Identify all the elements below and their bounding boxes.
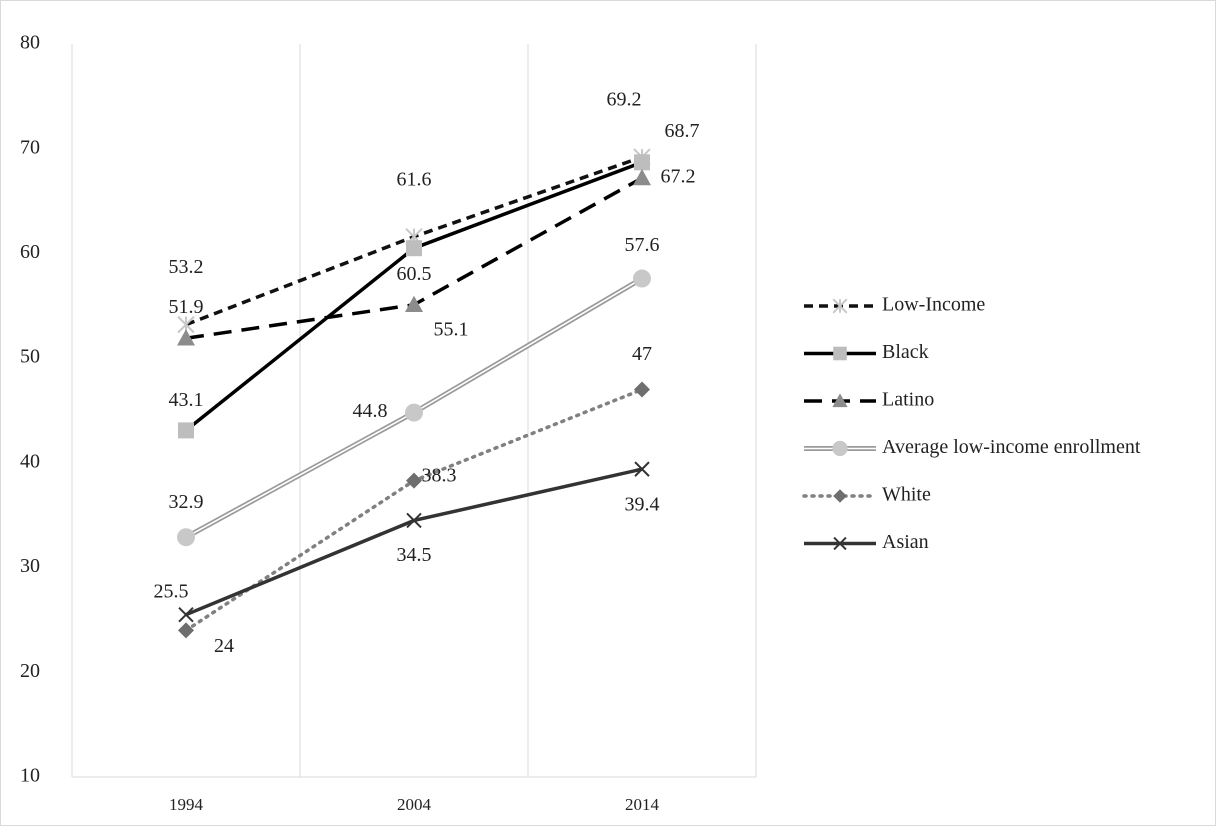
data-label: 34.5 [397,544,432,566]
legend-label: Average low-income enrollment [882,436,1141,458]
data-point [633,169,651,186]
data-label: 32.9 [169,491,204,513]
legend-label: White [882,484,931,506]
legend-item: Low-Income [804,294,985,316]
data-point [178,422,194,439]
data-label: 47 [632,343,652,365]
y-tick-label: 60 [20,241,40,263]
y-tick-label: 80 [20,32,40,54]
data-labels: 53.2 61.6 69.2 43.1 60.5 68.7 51.9 55.1 67.2 32.9… [154,89,700,657]
legend-item: Asian [804,531,929,553]
data-label: 68.7 [665,120,700,142]
series-average-low-income-enrollment [177,269,651,547]
series-asian [178,461,650,623]
series-black [178,154,650,439]
data-label: 61.6 [397,168,432,190]
legend-marker [832,298,848,314]
data-point [405,295,423,312]
legend-item: Average low-income enrollment [804,436,1141,458]
x-axis: 1994 2004 2014 [169,795,660,814]
data-label: 60.5 [397,263,432,285]
data-label: 24 [214,635,234,657]
y-tick-label: 10 [20,765,40,787]
legend-marker [832,440,848,457]
legend-item: Latino [804,389,934,411]
gridlines [299,44,529,777]
legend-marker [833,536,847,551]
legend-marker [833,346,847,361]
data-point [406,512,422,529]
data-point [634,461,650,477]
y-tick-label: 40 [20,450,40,472]
data-label: 51.9 [169,296,204,318]
data-label: 57.6 [625,234,660,256]
data-label: 67.2 [661,166,696,188]
series-line-line [185,467,643,617]
data-point [405,403,423,422]
x-tick-label: 1994 [169,795,204,814]
data-label: 43.1 [169,389,204,411]
data-label: 39.4 [625,494,660,516]
data-point [177,528,195,547]
legend-label: Low-Income [882,294,985,316]
legend-label: Asian [882,531,929,553]
data-point [634,381,650,398]
data-point [406,472,422,489]
legend: Low-Income Black Latino Average low-income … [802,294,1141,553]
series-white [178,381,650,639]
legend-item: White [802,484,931,506]
data-point [178,606,194,623]
legend-marker [832,393,848,408]
y-tick-label: 30 [20,555,40,577]
x-tick-label: 2004 [397,795,432,814]
series-line-line [185,176,643,340]
series-latino [177,169,651,346]
legend-label: Black [882,341,929,363]
legend-marker [833,489,847,503]
legend-label: Latino [882,389,934,411]
data-label: 44.8 [353,400,388,422]
data-label: 55.1 [434,318,469,340]
series-line-line [184,387,644,633]
data-point [633,269,651,288]
x-tick-label: 2014 [625,795,660,814]
y-tick-label: 50 [20,346,40,368]
y-tick-label: 70 [20,136,40,158]
data-point [177,329,195,346]
data-label: 69.2 [607,89,642,111]
data-point [406,240,422,257]
data-point [634,154,650,171]
y-tick-label: 20 [20,660,40,682]
data-label: 38.3 [422,464,457,486]
data-point [178,622,194,639]
y-axis: 10 20 30 40 50 60 70 80 [20,32,40,787]
data-label: 25.5 [154,580,189,602]
data-label: 53.2 [169,256,204,278]
legend-item: Black [804,341,929,363]
